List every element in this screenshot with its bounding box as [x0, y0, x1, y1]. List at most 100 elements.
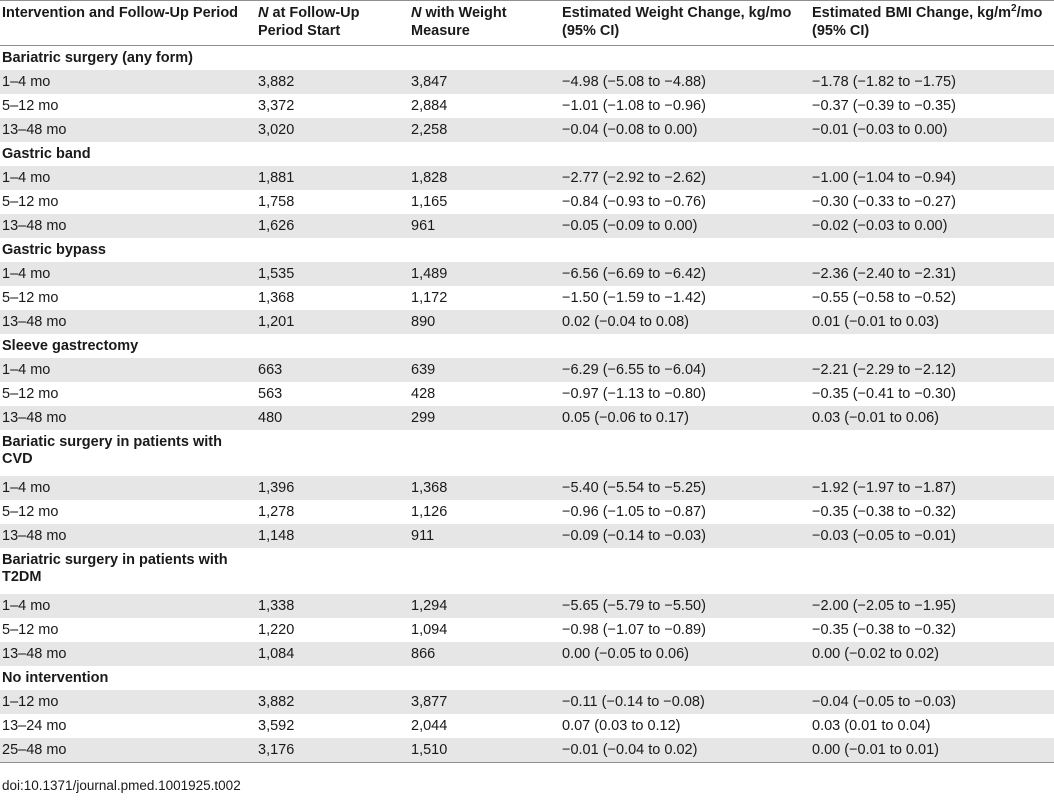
- cell-weight-change: −1.01 (−1.08 to −0.96): [562, 97, 706, 114]
- group-row: No intervention: [0, 666, 1054, 690]
- cell-n-start: 1,535: [256, 262, 409, 286]
- cell-weight-change: 0.05 (−0.06 to 0.17): [560, 406, 810, 430]
- cell-period: 13–24 mo: [2, 717, 67, 734]
- cell-n-start: 663: [256, 358, 409, 382]
- group-empty-cell: [409, 45, 560, 70]
- cell-bmi-change: −0.01 (−0.03 to 0.00): [810, 118, 1054, 142]
- table-row: 13–48 mo 1,084 866 0.00 (−0.05 to 0.06) 0.00…: [0, 642, 1054, 666]
- table-row: 1–4 mo 1,338 1,294 −5.65 (−5.79 to −5.50) −2…: [0, 594, 1054, 618]
- group-empty-cell: [560, 142, 810, 166]
- group-title: No intervention: [0, 666, 256, 690]
- group-empty-cell: [810, 334, 1054, 358]
- cell-period: 1–12 mo: [0, 690, 256, 714]
- cell-weight-change: −6.56 (−6.69 to −6.42): [560, 262, 810, 286]
- results-table: Intervention and Follow-Up Period N at F…: [0, 0, 1054, 763]
- group-title: Sleeve gastrectomy: [0, 334, 256, 358]
- cell-period: 1–4 mo: [0, 594, 256, 618]
- cell-n-weight: 2,884: [411, 97, 448, 114]
- group-title: Bariatric surgery (any form): [0, 45, 256, 70]
- cell-n-weight: 3,847: [409, 70, 560, 94]
- cell-weight-change: −0.84 (−0.93 to −0.76): [562, 193, 706, 210]
- cell-weight-change: 0.00 (−0.05 to 0.06): [560, 642, 810, 666]
- cell-bmi-change: −0.30 (−0.33 to −0.27): [812, 193, 956, 210]
- cell-n-weight: 2,258: [409, 118, 560, 142]
- table-row: 5–12 mo 1,368 1,172 −1.50 (−1.59 to −1.42) −…: [0, 286, 1054, 310]
- group-empty-cell: [560, 334, 810, 358]
- cell-bmi-change: −1.78 (−1.82 to −1.75): [810, 70, 1054, 94]
- cell-period: 1–4 mo: [0, 358, 256, 382]
- group-empty-cell: [409, 430, 560, 476]
- table-row: 25–48 mo 3,176 1,510 −0.01 (−0.04 to 0.02) 0…: [0, 738, 1054, 763]
- group-empty-cell: [409, 334, 560, 358]
- cell-n-start: 3,882: [256, 70, 409, 94]
- header-intervention: Intervention and Follow-Up Period: [0, 0, 256, 46]
- cell-n-weight: 1,094: [411, 621, 448, 638]
- cell-bmi-change: −0.35 (−0.38 to −0.32): [812, 621, 956, 638]
- cell-period: 13–48 mo: [0, 310, 256, 334]
- group-row: Bariatric surgery (any form): [0, 45, 1054, 70]
- cell-period: 13–48 mo: [0, 406, 256, 430]
- group-empty-cell: [810, 666, 1054, 690]
- group-empty-cell: [409, 666, 560, 690]
- cell-weight-change: −4.98 (−5.08 to −4.88): [560, 70, 810, 94]
- group-empty-cell: [409, 238, 560, 262]
- cell-n-start: 1,338: [256, 594, 409, 618]
- cell-weight-change: −0.04 (−0.08 to 0.00): [560, 118, 810, 142]
- cell-bmi-change: 0.01 (−0.01 to 0.03): [810, 310, 1054, 334]
- cell-n-weight: 1,165: [411, 193, 448, 210]
- cell-n-start: 1,881: [256, 166, 409, 190]
- header-n-weight-italic: N: [411, 5, 422, 21]
- group-empty-cell: [256, 238, 409, 262]
- cell-n-start: 1,626: [256, 214, 409, 238]
- group-title: Bariatic surgery in patients with CVD: [0, 430, 256, 476]
- cell-bmi-change: −0.02 (−0.03 to 0.00): [810, 214, 1054, 238]
- table-row: 13–24 mo 3,592 2,044 0.07 (0.03 to 0.12) 0.0…: [0, 714, 1054, 738]
- cell-n-start: 1,084: [256, 642, 409, 666]
- group-empty-cell: [560, 238, 810, 262]
- cell-n-start: 3,372: [258, 97, 295, 114]
- cell-period: 5–12 mo: [2, 503, 59, 520]
- cell-bmi-change: −0.35 (−0.41 to −0.30): [812, 385, 956, 402]
- group-empty-cell: [810, 142, 1054, 166]
- cell-period: 13–48 mo: [0, 524, 256, 548]
- cell-n-start: 1,368: [258, 289, 295, 306]
- cell-n-weight: 911: [409, 524, 560, 548]
- cell-n-weight: 961: [409, 214, 560, 238]
- header-n-start: N at Follow-Up Period Start: [256, 0, 409, 46]
- cell-bmi-change: −0.37 (−0.39 to −0.35): [812, 97, 956, 114]
- cell-period: 1–4 mo: [0, 70, 256, 94]
- group-empty-cell: [810, 45, 1054, 70]
- cell-bmi-change: −2.00 (−2.05 to −1.95): [810, 594, 1054, 618]
- header-n-start-italic: N: [258, 5, 269, 21]
- cell-weight-change: −0.09 (−0.14 to −0.03): [560, 524, 810, 548]
- header-n-weight-text: with Weight Measure: [411, 5, 507, 39]
- table-row: 1–4 mo 1,396 1,368 −5.40 (−5.54 to −5.25) −1…: [0, 476, 1054, 500]
- group-empty-cell: [560, 430, 810, 476]
- cell-n-weight: 1,489: [409, 262, 560, 286]
- table-row: 1–4 mo 1,535 1,489 −6.56 (−6.69 to −6.42) −2…: [0, 262, 1054, 286]
- cell-n-weight: 1,828: [409, 166, 560, 190]
- cell-n-weight: 1,126: [411, 503, 448, 520]
- header-bmi-sup: 2: [1011, 3, 1017, 15]
- cell-bmi-change: 0.00 (−0.01 to 0.01): [810, 738, 1054, 763]
- cell-n-start: 3,882: [256, 690, 409, 714]
- cell-weight-change: 0.07 (0.03 to 0.12): [562, 717, 681, 734]
- cell-weight-change: −1.50 (−1.59 to −1.42): [562, 289, 706, 306]
- cell-weight-change: −2.77 (−2.92 to −2.62): [560, 166, 810, 190]
- cell-n-weight: 1,294: [409, 594, 560, 618]
- table-row: 5–12 mo 1,220 1,094 −0.98 (−1.07 to −0.89) −…: [0, 618, 1054, 642]
- group-empty-cell: [256, 548, 409, 594]
- table-row: 13–48 mo 1,201 890 0.02 (−0.04 to 0.08) 0.01…: [0, 310, 1054, 334]
- cell-n-start: 1,220: [258, 621, 295, 638]
- cell-weight-change: −0.11 (−0.14 to −0.08): [560, 690, 810, 714]
- group-empty-cell: [409, 142, 560, 166]
- group-row: Sleeve gastrectomy: [0, 334, 1054, 358]
- cell-bmi-change: −1.00 (−1.04 to −0.94): [810, 166, 1054, 190]
- cell-bmi-change: −0.55 (−0.58 to −0.52): [812, 289, 956, 306]
- cell-weight-change: −0.96 (−1.05 to −0.87): [562, 503, 706, 520]
- header-bmi-change: Estimated BMI Change, kg/m2/mo (95% CI): [810, 0, 1054, 46]
- cell-period: 25–48 mo: [0, 738, 256, 763]
- cell-weight-change: −0.01 (−0.04 to 0.02): [560, 738, 810, 763]
- header-n-start-text: at Follow-Up Period Start: [258, 5, 360, 39]
